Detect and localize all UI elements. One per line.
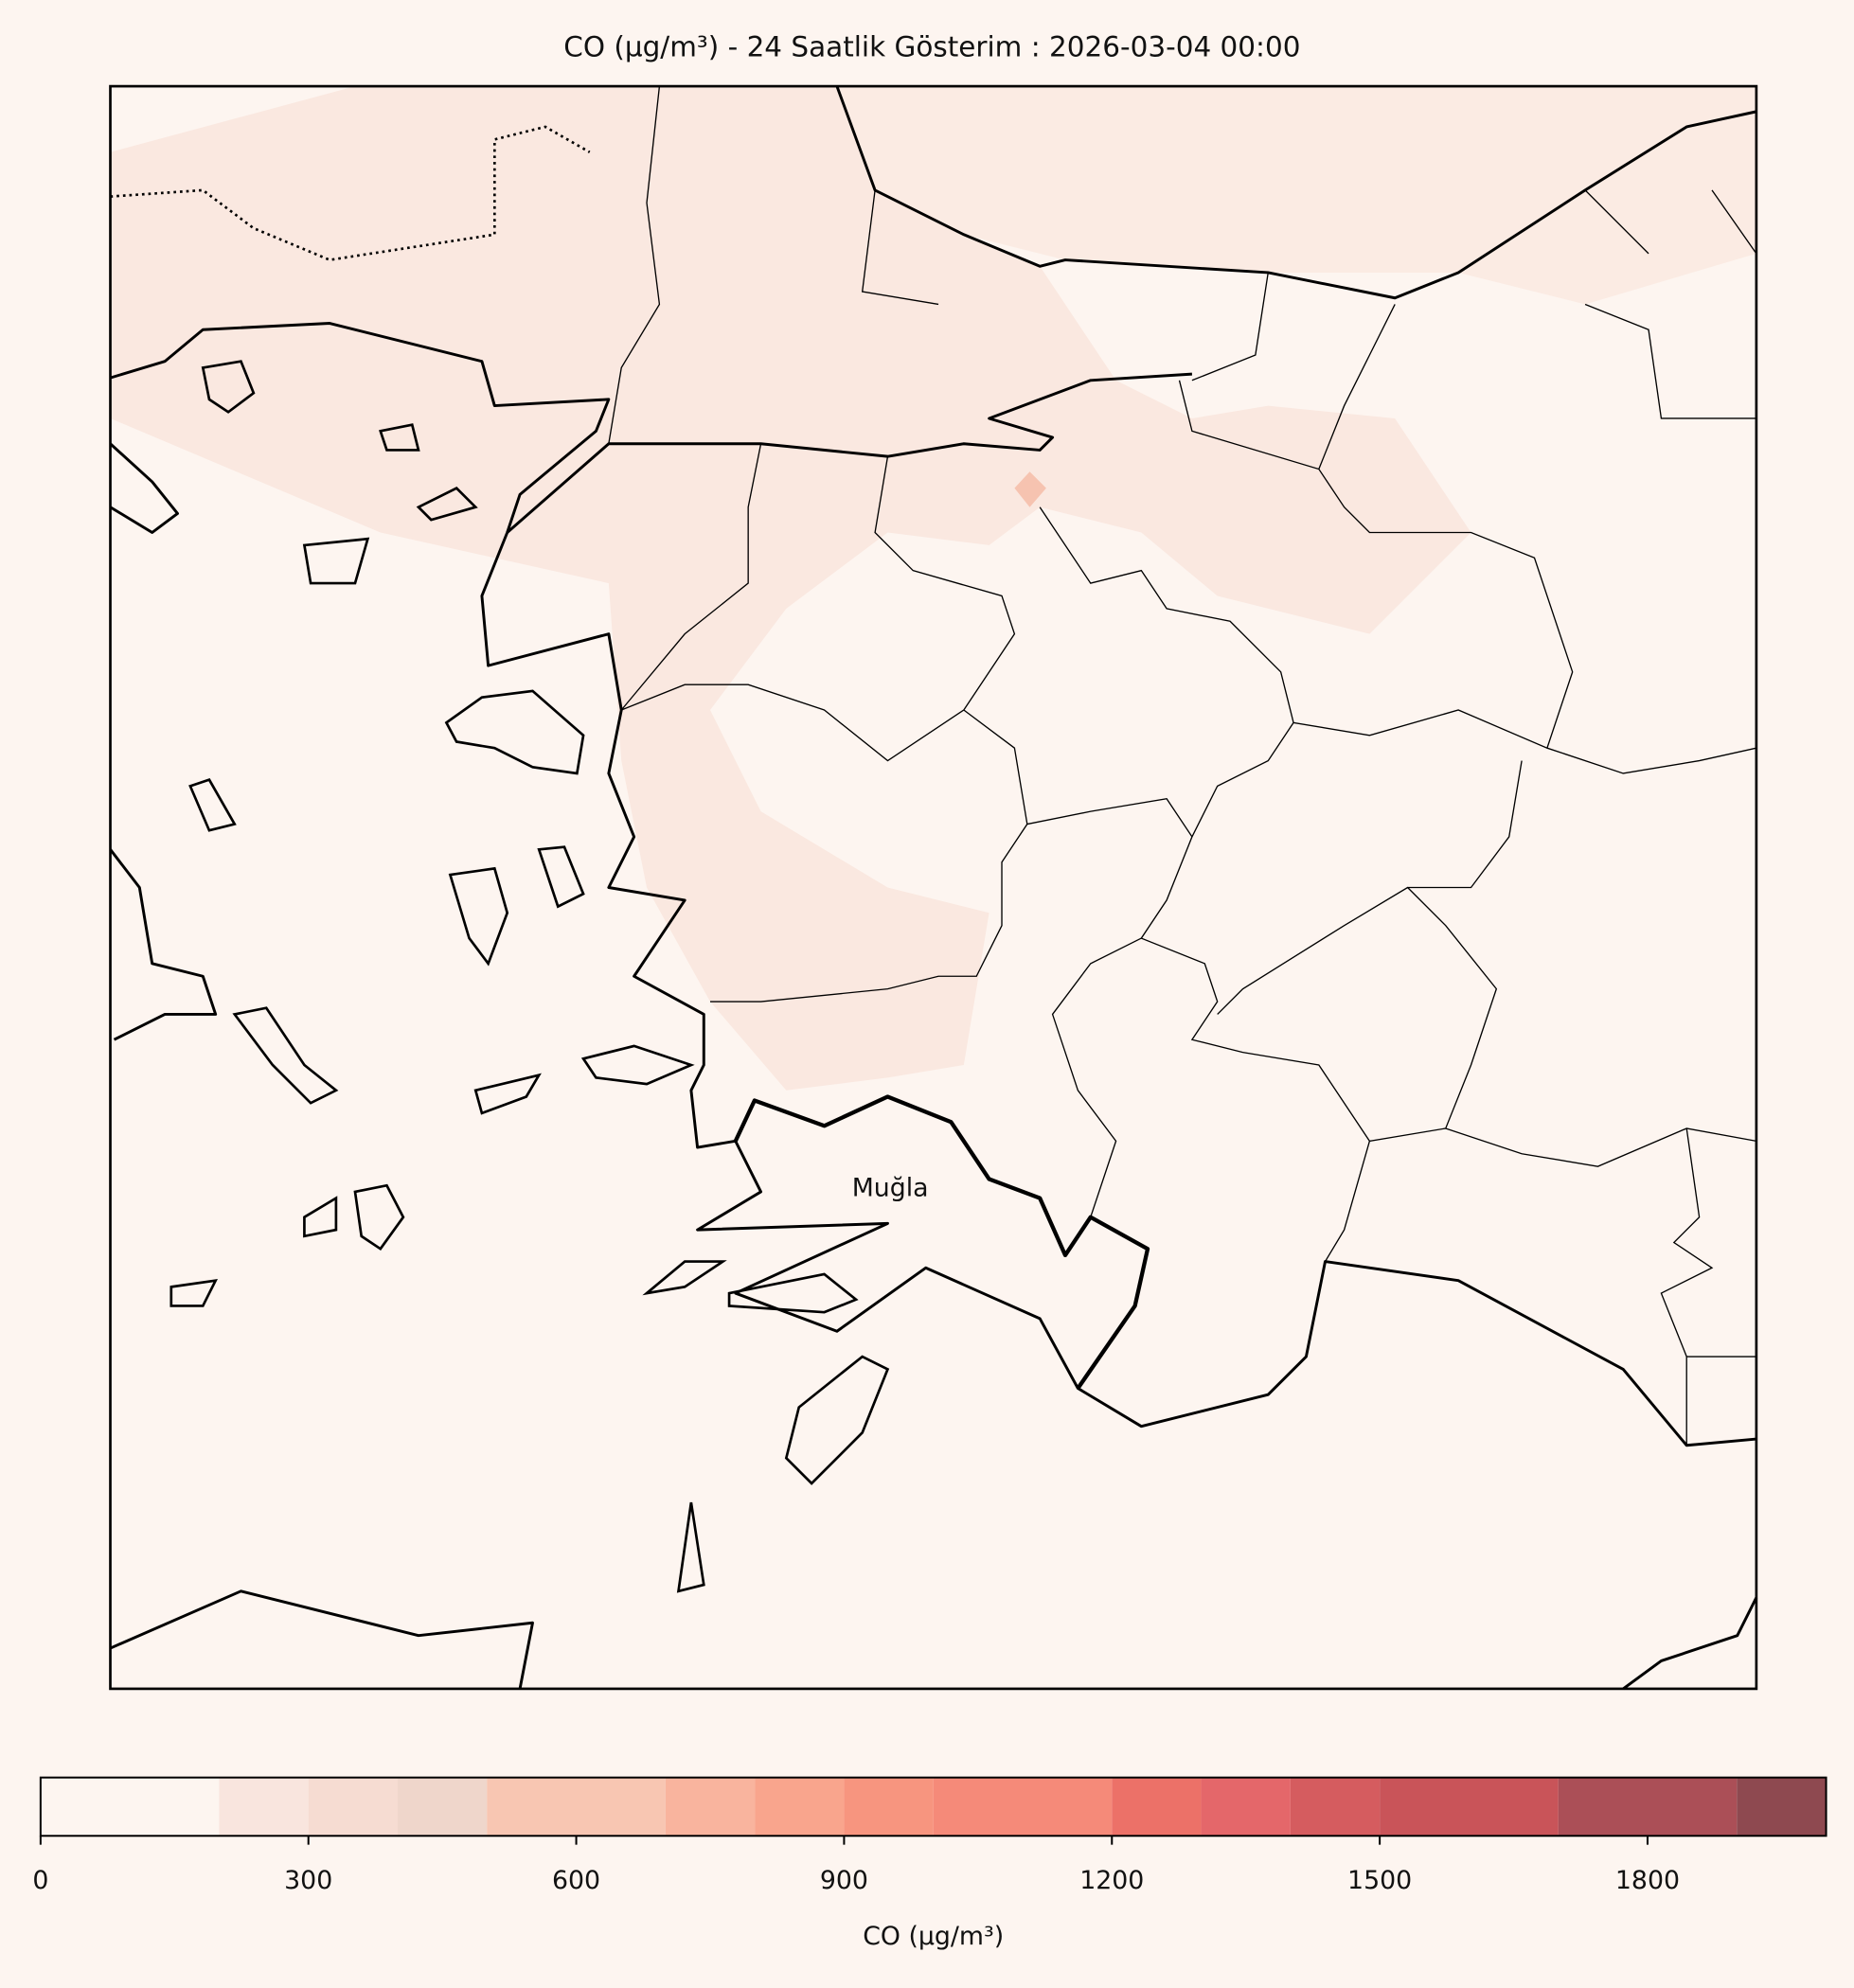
national-border: [110, 125, 591, 261]
island: [727, 1272, 859, 1314]
colorbar-segment: [219, 1777, 309, 1837]
island: [303, 1196, 338, 1238]
island: [302, 537, 370, 585]
colorbar-segment: [1558, 1777, 1738, 1837]
colorbar: CO (µg/m³) 0 300 600 900 1200 1500 1800: [32, 1776, 1827, 1951]
colorbar-segment: [665, 1777, 756, 1837]
colorbar-segment: [1290, 1777, 1381, 1837]
coastline: [109, 1589, 534, 1690]
colorbar-segment: [487, 1777, 666, 1837]
map-title: CO (µg/m³) - 24 Saatlik Gösterim : 2026-…: [563, 30, 1300, 62]
coastline: [1622, 1596, 1758, 1691]
island: [448, 866, 509, 967]
island: [676, 1501, 705, 1593]
colorbar-segment: [1737, 1777, 1827, 1837]
island: [188, 778, 237, 832]
island: [201, 360, 256, 414]
concentration-area: [110, 86, 1471, 1091]
hotspot: [1014, 471, 1046, 507]
coastline: [109, 848, 218, 1041]
island: [580, 1044, 695, 1086]
coastline: [506, 372, 1192, 534]
colorbar-tick-label: 1800: [1615, 1866, 1680, 1895]
map-frame: [109, 84, 1758, 1691]
island: [416, 487, 478, 522]
colorbar-segment: [1201, 1777, 1291, 1837]
colorbar-segment: [933, 1777, 1113, 1837]
colorbar-segment: [308, 1777, 398, 1837]
province-border: [608, 86, 1757, 1446]
island: [444, 689, 585, 775]
colorbar-tick-label: 1200: [1079, 1866, 1144, 1895]
colorbar-segment: [1112, 1777, 1202, 1837]
island: [537, 845, 585, 909]
map: Muğla: [109, 84, 1758, 1691]
island: [784, 1355, 890, 1485]
colorbar-tick-label: 300: [284, 1866, 332, 1895]
colorbar-label: CO (µg/m³): [863, 1922, 1004, 1951]
place-label: Muğla: [852, 1174, 929, 1203]
colorbar-tick-label: 1500: [1347, 1866, 1412, 1895]
colorbar-segment: [844, 1777, 934, 1837]
coastline: [480, 531, 1757, 1447]
colorbar-tick-label: 600: [552, 1866, 600, 1895]
colorbar-tick-label: 0: [32, 1866, 48, 1895]
island: [379, 423, 420, 452]
colorbar-segment: [40, 1777, 220, 1837]
island: [642, 1260, 727, 1296]
mugla-border: [733, 1094, 1150, 1390]
island: [232, 1006, 339, 1105]
colorbar-segment: [755, 1777, 845, 1837]
island: [169, 1278, 219, 1307]
colorbar-tick-label: 900: [820, 1866, 868, 1895]
colorbar-frame: [39, 1776, 1827, 1837]
island: [353, 1183, 405, 1251]
coastline: [110, 322, 611, 533]
colorbar-segment: [397, 1777, 488, 1837]
colorbar-segment: [1380, 1777, 1559, 1837]
concentration-area: [836, 86, 1756, 305]
coastline: [109, 442, 179, 534]
island: [473, 1073, 542, 1115]
